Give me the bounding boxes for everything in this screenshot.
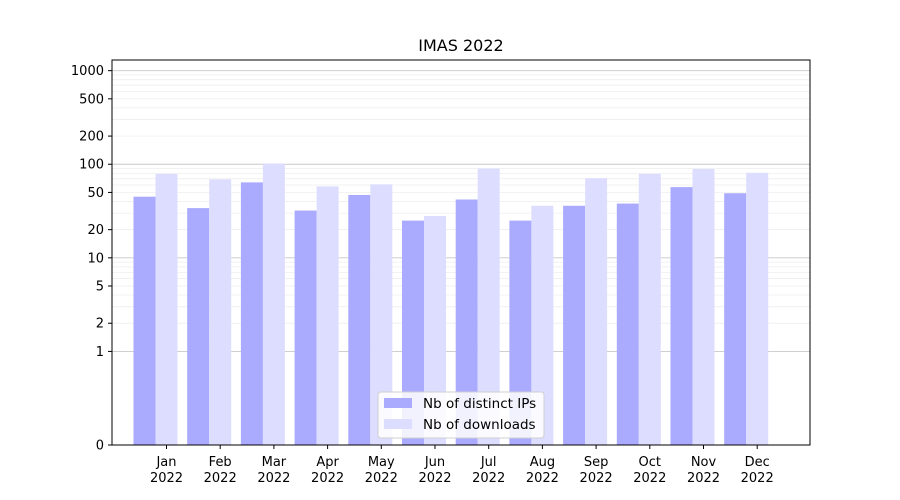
bars	[133, 163, 769, 446]
legend-label: Nb of downloads	[423, 417, 536, 433]
x-tick-label-year: 2022	[204, 471, 237, 486]
legend-box	[377, 391, 545, 439]
bar-downloads	[155, 173, 178, 446]
bar-downloads	[638, 173, 661, 446]
legend-swatch	[384, 398, 412, 408]
y-tick-label: 5	[96, 280, 104, 295]
bar-downloads	[477, 168, 500, 445]
x-tick-label-year: 2022	[365, 471, 398, 486]
bar-distinct-ips	[509, 220, 532, 445]
x-tick-label-month: Mar	[262, 455, 287, 470]
bar-distinct-ips	[348, 194, 371, 445]
bar-downloads	[746, 172, 769, 445]
bar-distinct-ips	[187, 208, 210, 445]
bar-distinct-ips	[563, 205, 586, 445]
x-tick-label-month: Jul	[480, 455, 497, 470]
y-tick-label: 10	[87, 251, 104, 266]
chart-title: IMAS 2022	[418, 36, 503, 55]
x-tick-label-year: 2022	[687, 471, 720, 486]
y-axis: 0 1 2 5 10 20 50 100 200 500 1000	[71, 64, 112, 454]
bar-distinct-ips	[240, 182, 263, 445]
y-tick-label: 50	[87, 186, 104, 201]
bar-downloads	[209, 179, 232, 445]
x-tick-label-month: Nov	[691, 455, 717, 470]
legend: Nb of distinct IPs Nb of downloads	[377, 391, 545, 439]
bar-downloads	[262, 163, 285, 445]
plot-frame	[111, 59, 811, 446]
x-tick-label-year: 2022	[580, 471, 613, 486]
y-tick-label: 1000	[71, 64, 104, 79]
y-tick-label: 100	[79, 158, 104, 173]
bar-downloads	[316, 186, 339, 445]
bar-downloads	[692, 168, 715, 445]
x-tick-label-year: 2022	[472, 471, 505, 486]
x-tick-label-year: 2022	[150, 471, 183, 486]
bar-distinct-ips	[616, 203, 639, 445]
y-tick-label: 1	[96, 345, 104, 360]
x-tick-label-month: May	[368, 455, 395, 470]
bar-downloads	[585, 178, 608, 445]
bar-distinct-ips	[670, 187, 693, 445]
bar-downloads	[531, 205, 554, 445]
bar-distinct-ips	[133, 196, 156, 445]
bar-distinct-ips	[455, 199, 478, 445]
bar-distinct-ips	[724, 193, 747, 445]
x-tick-label-month: Jun	[424, 455, 445, 470]
x-tick-label-month: Sep	[584, 455, 609, 470]
bar-distinct-ips	[402, 220, 424, 445]
bar-downloads	[370, 184, 393, 445]
x-tick-label-month: Dec	[745, 455, 770, 470]
y-tick-label: 0	[96, 439, 104, 454]
x-axis: Jan2022Feb2022Mar2022Apr2022May2022Jun20…	[150, 445, 774, 486]
y-tick-label: 200	[79, 130, 104, 145]
x-tick-label-year: 2022	[633, 471, 666, 486]
x-tick-label-year: 2022	[418, 471, 451, 486]
x-tick-label-month: Feb	[209, 455, 232, 470]
bar-distinct-ips	[294, 210, 317, 445]
y-tick-label: 500	[79, 92, 104, 107]
x-tick-label-month: Oct	[639, 455, 661, 470]
y-tick-label: 20	[87, 223, 104, 238]
x-tick-label-month: Apr	[316, 455, 339, 470]
bar-downloads	[424, 215, 446, 445]
x-tick-label-year: 2022	[741, 471, 774, 486]
legend-label: Nb of distinct IPs	[423, 396, 536, 412]
legend-swatch	[384, 419, 412, 429]
x-tick-label-year: 2022	[311, 471, 344, 486]
x-tick-label-year: 2022	[526, 471, 559, 486]
x-tick-label-month: Jan	[155, 455, 176, 470]
x-tick-label-year: 2022	[257, 471, 290, 486]
x-tick-label-month: Aug	[530, 455, 555, 470]
y-tick-label: 2	[96, 317, 104, 332]
